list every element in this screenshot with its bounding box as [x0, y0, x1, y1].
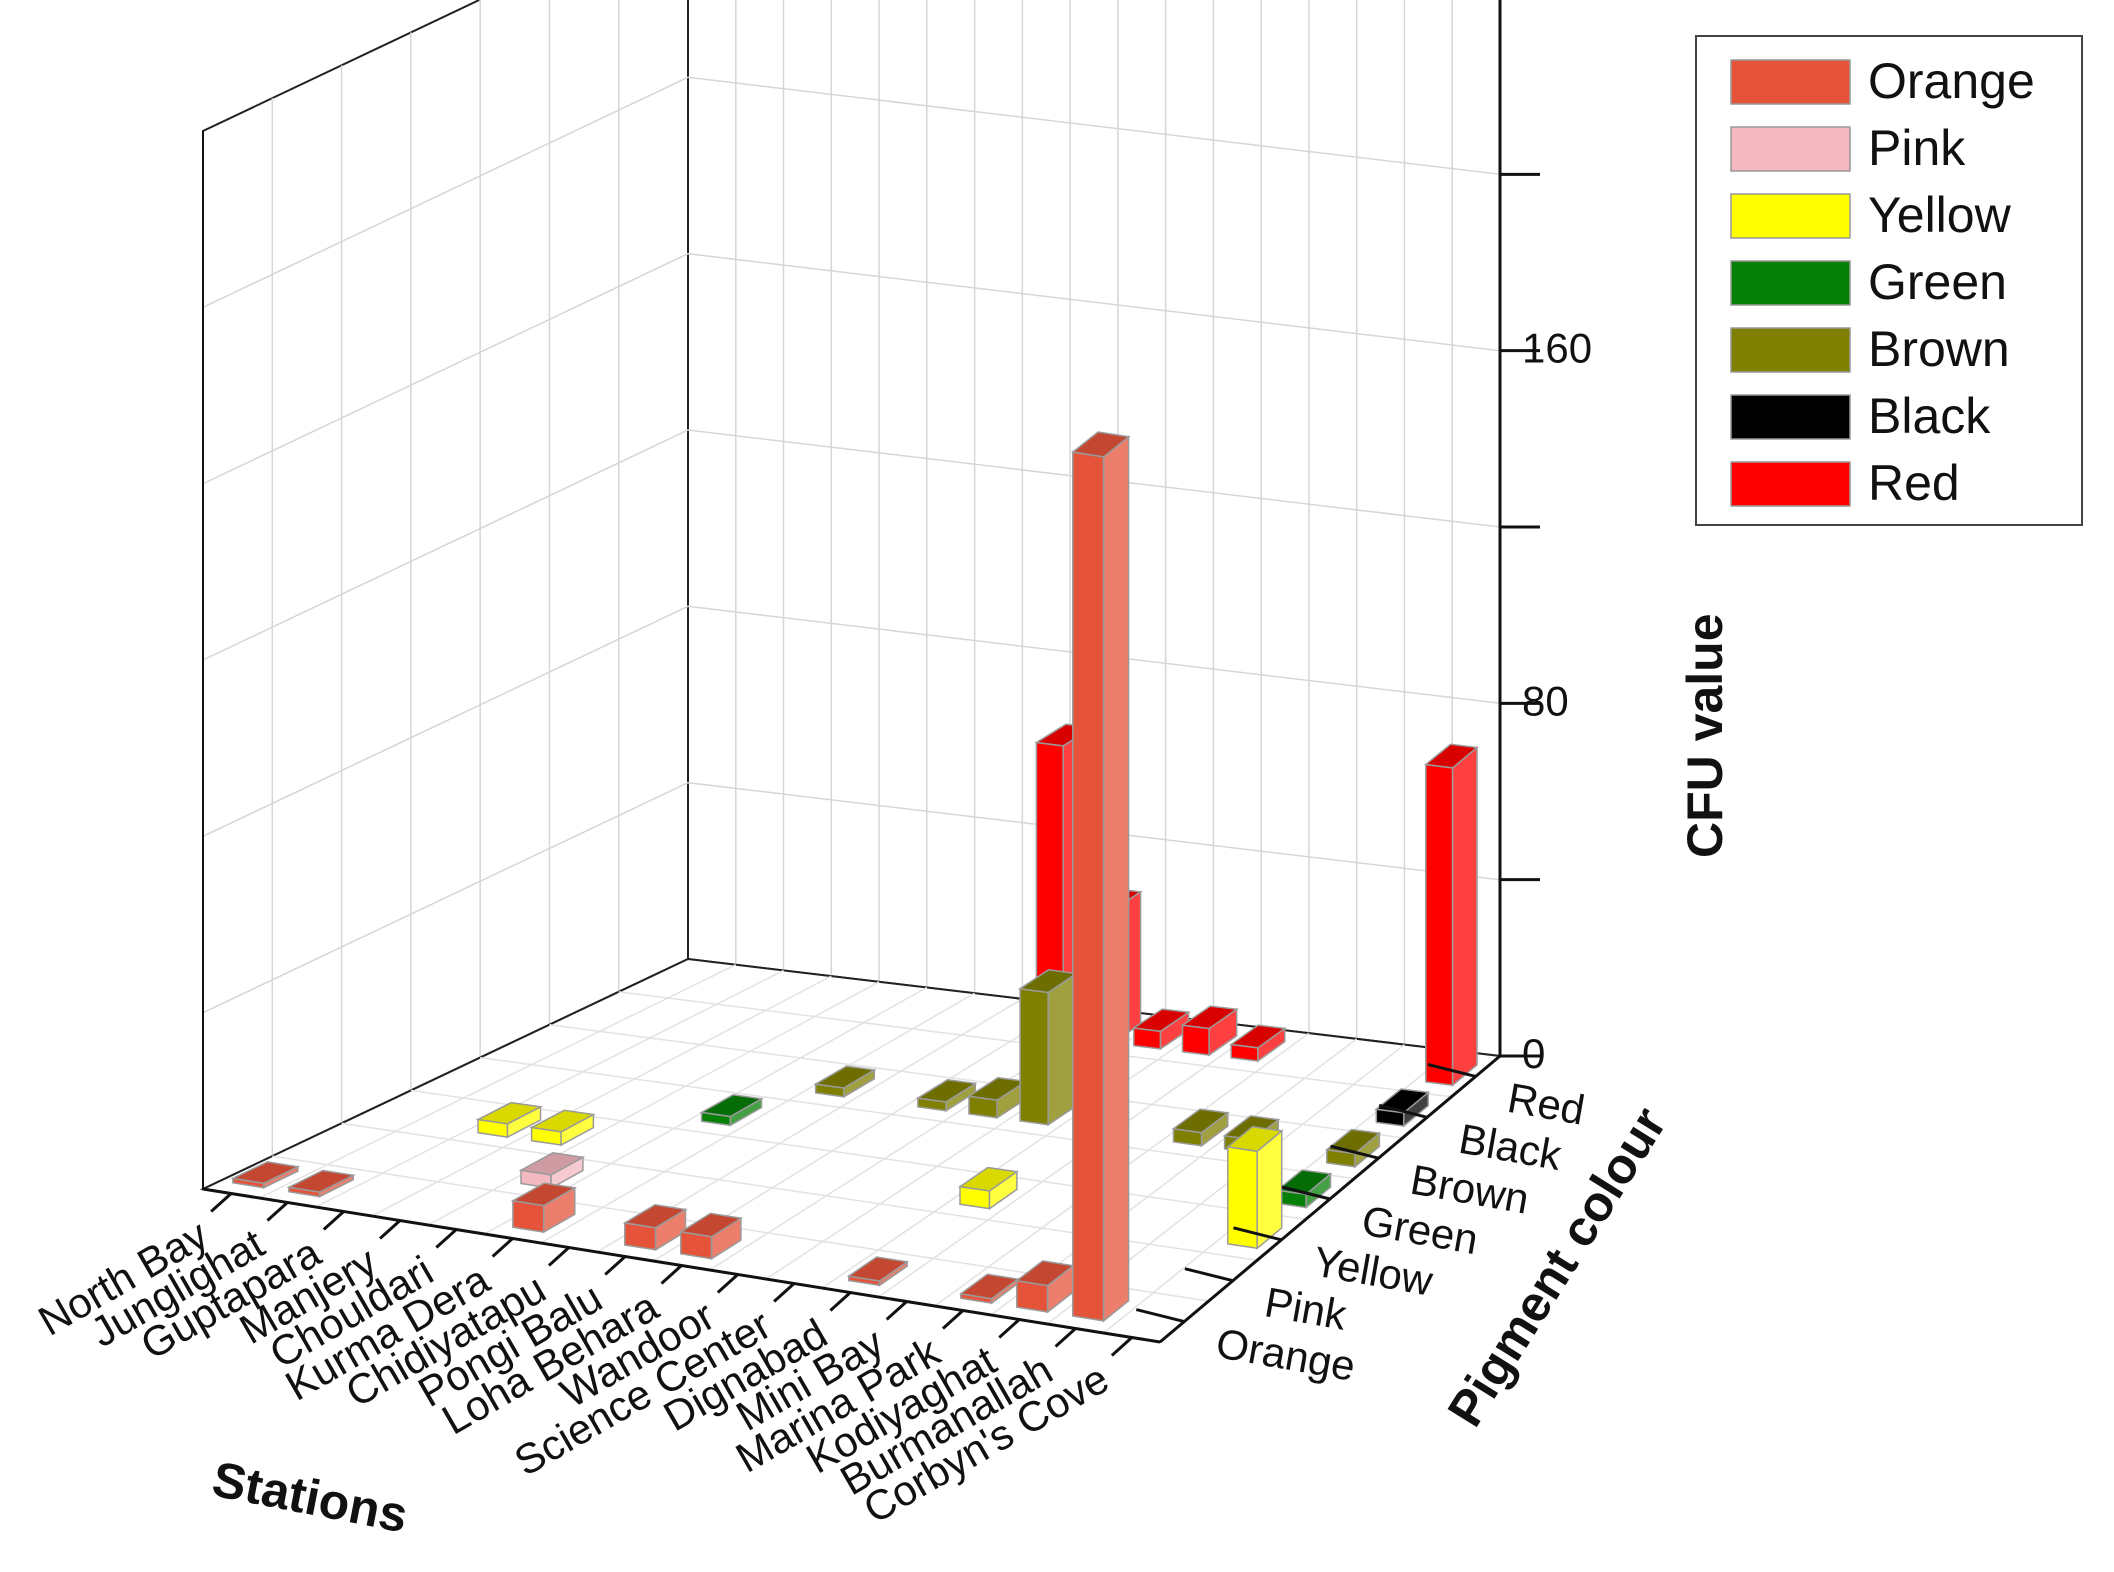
- floor-gridline: [427, 981, 880, 1226]
- station-tick: [322, 1210, 345, 1231]
- x-axis-title: Stations: [208, 1451, 412, 1544]
- floor-gridline: [371, 975, 832, 1217]
- legend-entry-red: Red: [1730, 455, 1960, 511]
- bar-brown-chidiyatapu: [813, 1065, 877, 1099]
- bar-yellow-guptapara: [475, 1101, 543, 1139]
- legend-entry-orange: Orange: [1730, 53, 2035, 109]
- bar-orange-dignabad: [846, 1256, 910, 1287]
- bar-orange-loha-behara: [678, 1212, 743, 1261]
- z-tick-label: 160: [1522, 325, 1592, 372]
- station-tick: [604, 1255, 627, 1276]
- bar-orange-marina-park: [958, 1273, 1020, 1305]
- bar-orange-kodiyaghat: [1014, 1260, 1076, 1314]
- legend-label: Orange: [1868, 53, 2035, 109]
- bar-orange-north-bay: [230, 1161, 301, 1189]
- pigment-tick: [1427, 1062, 1477, 1078]
- bars: [230, 431, 1479, 1323]
- legend-label: Yellow: [1868, 187, 2012, 243]
- legend-label: Black: [1868, 388, 1991, 444]
- legend-label: Pink: [1868, 120, 1966, 176]
- z-gridline: [202, 76, 1501, 308]
- legend-label: Brown: [1868, 321, 2010, 377]
- bar-red-mini-bay: [1229, 1024, 1287, 1063]
- legend: Orange Pink Yellow Green Brown Black Red: [1695, 35, 2083, 526]
- bar-red-science-center: [1131, 1008, 1191, 1051]
- station-tick: [266, 1201, 289, 1222]
- station-tick: [660, 1264, 683, 1285]
- station-tick: [210, 1192, 233, 1213]
- bar-yellow-corbyn-s-cove: [1226, 1125, 1284, 1250]
- pigment-tick: [1184, 1267, 1234, 1283]
- legend-label: Green: [1868, 254, 2007, 310]
- pigment-tick: [1135, 1308, 1185, 1324]
- z-gridline: [202, 605, 1501, 837]
- legend-entry-green: Green: [1730, 254, 2007, 310]
- bar-yellow-dignabad: [957, 1166, 1019, 1211]
- station-tick: [1110, 1336, 1133, 1357]
- bar-red-corbyn-s-cove: [1423, 743, 1479, 1087]
- legend-label: Red: [1868, 455, 1960, 511]
- floor-gridline: [540, 992, 975, 1244]
- station-tick: [885, 1300, 908, 1321]
- legend-entry-black: Black: [1730, 388, 1991, 444]
- bar-brown-science-center: [1018, 969, 1079, 1127]
- station-tick: [435, 1228, 458, 1249]
- pigment-tick: [1378, 1103, 1428, 1119]
- floor-gridline: [878, 1026, 1262, 1298]
- station-tick: [998, 1318, 1021, 1339]
- legend-entry-pink: Pink: [1730, 120, 1966, 176]
- z-gridline: [202, 781, 1501, 1014]
- legend-swatch: [1730, 327, 1851, 373]
- legend-swatch: [1730, 394, 1851, 440]
- bar-brown-loha-behara: [915, 1079, 978, 1113]
- station-tick: [941, 1309, 964, 1330]
- bar-orange-junglighat: [286, 1169, 356, 1198]
- legend-swatch: [1730, 260, 1851, 306]
- bar-green-corbyn-s-cove: [1275, 1169, 1333, 1210]
- legend-swatch: [1730, 461, 1851, 507]
- station-tick: [1054, 1327, 1077, 1348]
- z-gridline: [202, 429, 1501, 661]
- station-tick: [773, 1282, 796, 1303]
- bar-orange-pongi-balu: [622, 1204, 688, 1252]
- bar-red-dignabad: [1180, 1005, 1239, 1057]
- legend-entry-brown: Brown: [1730, 321, 2010, 377]
- floor-gridline: [821, 1021, 1214, 1289]
- z-axis-title: CFU value: [1677, 613, 1733, 858]
- station-tick: [716, 1273, 739, 1294]
- axis-ticks: [210, 172, 1540, 1357]
- floor-gridline: [258, 964, 737, 1199]
- legend-swatch: [1730, 126, 1851, 172]
- bar-orange-kurma-dera: [510, 1182, 578, 1234]
- bar-brown-wandoor: [966, 1076, 1028, 1120]
- station-tick: [829, 1291, 852, 1312]
- bar-orange-burmanallah: [1070, 431, 1131, 1323]
- legend-swatch: [1730, 193, 1851, 239]
- pigment-tick: [1233, 1226, 1282, 1242]
- floor-gridline: [480, 1056, 1355, 1180]
- floor-gridline: [315, 969, 784, 1208]
- z-tick-label: 0: [1522, 1030, 1545, 1077]
- legend-entry-yellow: Yellow: [1730, 187, 2012, 243]
- station-tick: [547, 1246, 570, 1267]
- station-tick: [379, 1219, 402, 1240]
- z-gridline: [202, 252, 1501, 485]
- station-tick: [491, 1237, 514, 1258]
- z-tick-label: 80: [1522, 677, 1569, 724]
- bar-green-kurma-dera: [699, 1094, 764, 1127]
- bar-yellow-manjery: [529, 1109, 596, 1147]
- pigment-tick: [1281, 1185, 1331, 1201]
- axis-tick-labels: North BayJunglighatGuptaparaManjeryChoul…: [30, 325, 1592, 1533]
- pigment-tick: [1330, 1144, 1379, 1160]
- legend-swatch: [1730, 59, 1851, 105]
- bar-brown-marina-park: [1171, 1108, 1230, 1148]
